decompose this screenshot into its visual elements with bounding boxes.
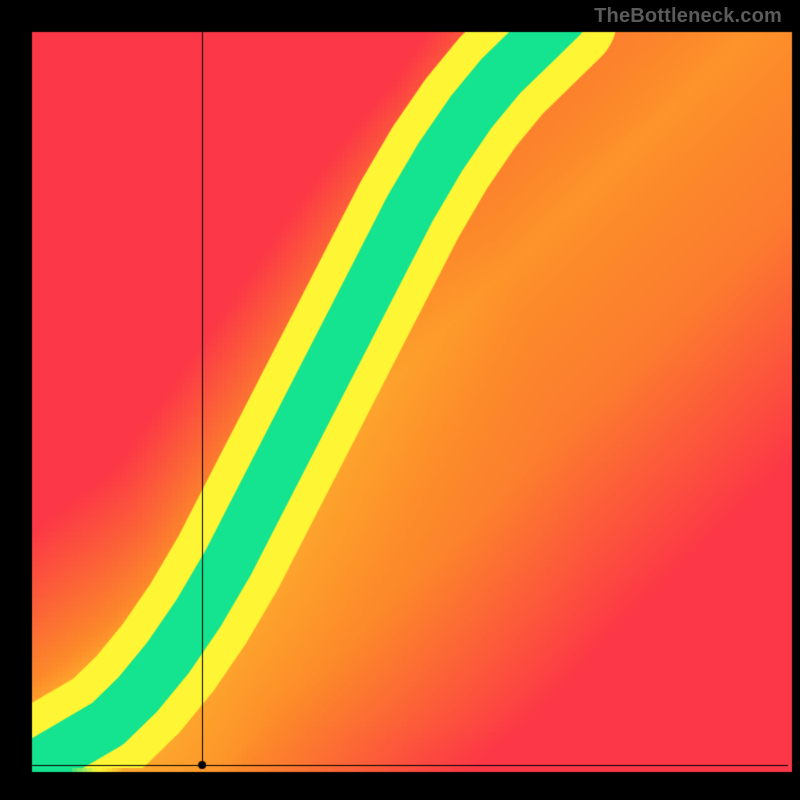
crosshair-overlay	[0, 0, 800, 800]
brand-watermark: TheBottleneck.com	[594, 5, 782, 28]
chart-container: TheBottleneck.com	[0, 0, 800, 800]
